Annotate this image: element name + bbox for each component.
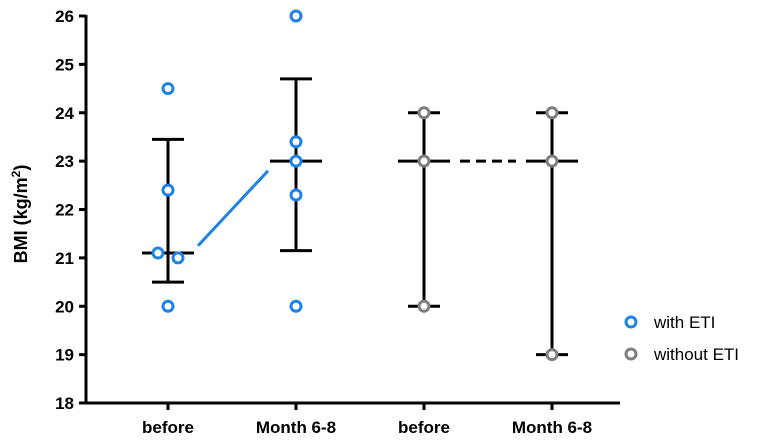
legend: with ETI without ETI: [624, 313, 739, 364]
legend-marker: [624, 315, 638, 329]
connectors: [196, 159, 516, 247]
y-tick-label: 25: [55, 55, 74, 74]
y-axis-title-superscript: 2: [9, 170, 23, 177]
legend-label: without ETI: [653, 345, 739, 364]
y-tick-label: 20: [55, 297, 74, 316]
legend-label: with ETI: [653, 313, 715, 332]
data-point: [289, 154, 303, 168]
y-tick-label: 18: [55, 394, 74, 413]
error-bars: [142, 77, 578, 357]
x-tick-label: Month 6-8: [512, 418, 592, 437]
y-tick-label: 24: [55, 104, 74, 123]
data-point: [161, 82, 175, 96]
data-point: [417, 106, 431, 120]
data-point: [417, 299, 431, 313]
y-tick-label: 19: [55, 346, 74, 365]
data-point: [545, 106, 559, 120]
x-tick-label: Month 6-8: [256, 418, 336, 437]
y-tick-label: 22: [55, 201, 74, 220]
y-axis-title-main: BMI (kg/m: [11, 177, 31, 263]
data-point: [545, 154, 559, 168]
data-point: [289, 9, 303, 23]
data-point: [289, 188, 303, 202]
data-point: [289, 299, 303, 313]
data-point: [171, 251, 185, 265]
y-tick-label: 23: [55, 152, 74, 171]
x-tick-label: before: [142, 418, 194, 437]
data-point: [417, 154, 431, 168]
data-point: [545, 348, 559, 362]
data-points: [151, 9, 559, 362]
data-point: [289, 135, 303, 149]
labels: BMI (kg/m2) 18 19 20 21 22 23 24 25 26 before Mont…: [9, 7, 592, 437]
y-axis-title: BMI (kg/m2): [9, 165, 31, 264]
data-point: [161, 183, 175, 197]
data-point: [151, 246, 165, 260]
axes: [79, 14, 620, 410]
x-tick-label: before: [398, 418, 450, 437]
y-tick-label: 26: [55, 7, 74, 26]
legend-marker: [624, 347, 638, 361]
data-point: [161, 299, 175, 313]
connector-line: [196, 169, 270, 247]
y-axis-title-close: ): [11, 165, 31, 171]
y-tick-label: 21: [55, 249, 74, 268]
